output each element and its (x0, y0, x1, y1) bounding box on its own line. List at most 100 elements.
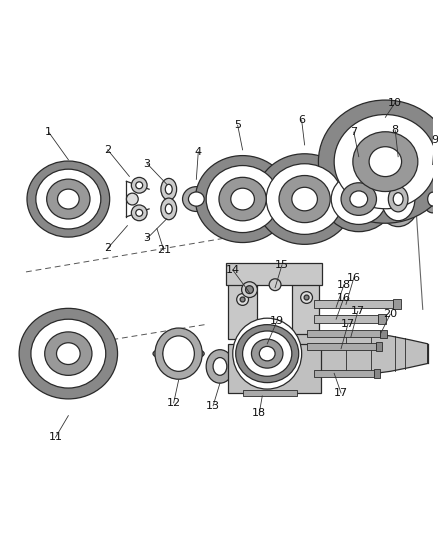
Ellipse shape (195, 156, 290, 243)
Ellipse shape (377, 172, 420, 227)
Bar (228, 280, 258, 339)
Ellipse shape (389, 186, 408, 212)
Bar (374, 369, 381, 378)
Circle shape (237, 294, 248, 305)
Text: 18: 18 (252, 408, 266, 418)
Bar (314, 370, 374, 377)
Text: 2: 2 (104, 243, 111, 253)
Bar (381, 329, 387, 338)
Bar (292, 280, 319, 334)
Text: 16: 16 (337, 293, 351, 303)
Ellipse shape (219, 177, 266, 221)
Ellipse shape (206, 350, 234, 383)
Circle shape (242, 282, 258, 297)
Ellipse shape (57, 343, 80, 365)
Circle shape (131, 205, 147, 221)
Text: 2: 2 (104, 145, 111, 155)
Circle shape (246, 286, 254, 294)
Ellipse shape (353, 132, 418, 191)
Ellipse shape (161, 179, 177, 200)
Text: 9: 9 (431, 135, 438, 145)
Text: 3: 3 (144, 233, 151, 244)
Ellipse shape (183, 187, 210, 212)
Bar (314, 301, 393, 309)
Ellipse shape (206, 166, 279, 232)
Ellipse shape (233, 318, 302, 389)
Circle shape (240, 297, 245, 302)
Ellipse shape (153, 346, 204, 361)
Text: 6: 6 (298, 115, 305, 125)
Circle shape (300, 292, 312, 303)
Text: 14: 14 (226, 265, 240, 275)
Bar (307, 343, 375, 350)
Ellipse shape (393, 192, 403, 205)
Ellipse shape (45, 332, 92, 375)
Circle shape (136, 182, 143, 189)
Ellipse shape (251, 339, 283, 368)
Text: 7: 7 (350, 127, 357, 137)
Bar (307, 330, 381, 337)
Ellipse shape (331, 174, 386, 224)
Text: 13: 13 (206, 401, 220, 411)
Ellipse shape (188, 192, 204, 206)
Ellipse shape (423, 185, 438, 213)
Text: 11: 11 (49, 432, 63, 442)
Text: 17: 17 (351, 306, 365, 316)
Ellipse shape (57, 189, 79, 209)
Ellipse shape (31, 319, 106, 388)
Ellipse shape (47, 179, 90, 219)
Text: 5: 5 (234, 120, 241, 130)
Ellipse shape (255, 154, 354, 244)
Bar (243, 390, 297, 397)
Text: 16: 16 (347, 273, 361, 283)
Text: 19: 19 (270, 316, 284, 326)
Text: 10: 10 (388, 98, 402, 108)
Bar (375, 342, 382, 351)
Ellipse shape (318, 100, 438, 223)
Text: 12: 12 (166, 398, 181, 408)
Ellipse shape (350, 191, 367, 207)
Ellipse shape (266, 164, 343, 235)
Text: 18: 18 (337, 280, 351, 290)
Ellipse shape (334, 115, 437, 209)
Ellipse shape (163, 349, 194, 358)
Ellipse shape (236, 325, 299, 383)
Ellipse shape (231, 188, 254, 210)
Ellipse shape (165, 204, 172, 214)
Ellipse shape (213, 358, 227, 375)
Text: 17: 17 (334, 388, 348, 398)
Ellipse shape (163, 336, 194, 372)
Circle shape (269, 279, 281, 290)
Text: 20: 20 (383, 309, 397, 319)
Ellipse shape (259, 346, 275, 361)
Text: 17: 17 (341, 319, 355, 329)
Ellipse shape (243, 331, 292, 376)
Text: 3: 3 (144, 159, 151, 168)
Ellipse shape (165, 184, 172, 194)
Bar (226, 263, 322, 285)
Ellipse shape (36, 169, 101, 229)
Bar (393, 300, 401, 309)
Circle shape (304, 295, 309, 300)
Ellipse shape (323, 166, 394, 232)
Circle shape (127, 193, 138, 205)
Ellipse shape (279, 175, 330, 223)
Text: 1: 1 (45, 127, 52, 137)
Circle shape (131, 177, 147, 193)
Ellipse shape (341, 183, 377, 215)
Text: 21: 21 (157, 245, 171, 255)
Bar (314, 315, 378, 323)
Ellipse shape (155, 328, 202, 379)
Polygon shape (238, 332, 427, 375)
Ellipse shape (161, 198, 177, 220)
Bar (378, 314, 386, 324)
Text: 8: 8 (392, 125, 399, 135)
Ellipse shape (19, 309, 117, 399)
Text: 4: 4 (195, 147, 202, 157)
Ellipse shape (292, 187, 318, 211)
Text: 15: 15 (275, 260, 289, 270)
Circle shape (136, 209, 143, 216)
Bar (228, 344, 321, 393)
Ellipse shape (27, 161, 110, 237)
Ellipse shape (369, 147, 402, 176)
